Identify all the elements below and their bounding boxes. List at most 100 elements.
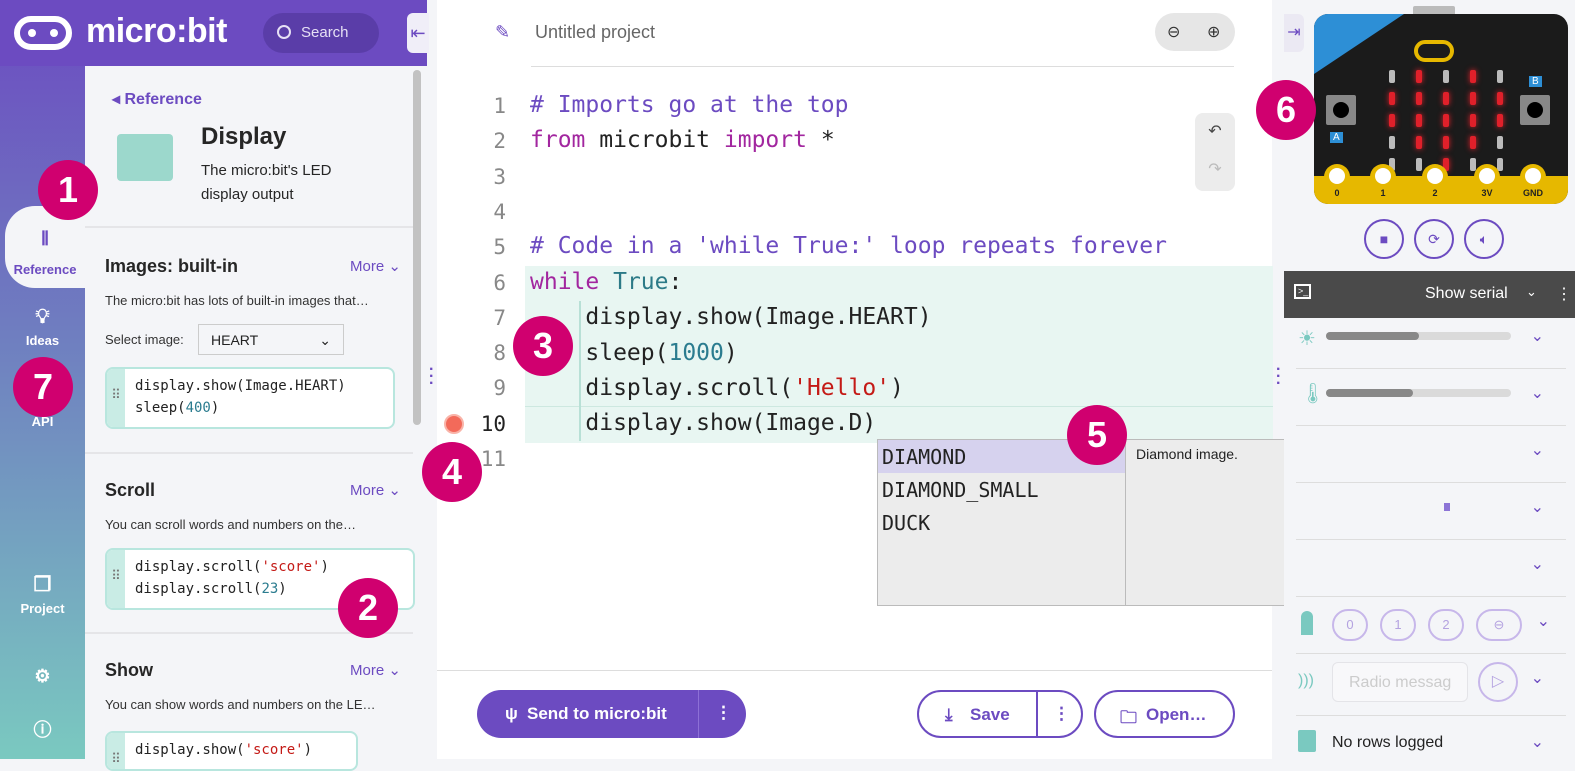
chevron-down-icon[interactable]: ⌄ — [1530, 556, 1544, 573]
chevron-down-icon[interactable]: ⌄ — [1530, 734, 1544, 751]
line-number[interactable]: 8 — [493, 341, 506, 366]
rail-item-project[interactable]: ❐ Project — [0, 572, 85, 616]
code-line[interactable]: display.scroll('Hello') — [530, 375, 904, 401]
line-number[interactable]: 5 — [493, 235, 506, 260]
more-options-icon[interactable]: ⋮ — [1053, 704, 1070, 723]
panel-resize-handle[interactable]: · · · — [429, 361, 435, 392]
rail-item-api[interactable]: API — [0, 414, 85, 429]
project-title[interactable]: Untitled project — [535, 22, 656, 42]
rail-item-ideas[interactable]: 💡︎ Ideas — [0, 306, 85, 348]
more-options-icon[interactable]: ⋮ — [715, 703, 732, 722]
code-line[interactable]: from microbit import * — [530, 127, 835, 153]
callout-badge: 5 — [1067, 405, 1127, 465]
logo-touch-button[interactable]: ⊖ — [1476, 609, 1522, 641]
line-number[interactable]: 11 — [480, 447, 506, 471]
chevron-down-icon[interactable]: ⌄ — [1530, 499, 1544, 516]
led — [1389, 114, 1395, 127]
back-link[interactable]: ◂ Reference — [112, 91, 202, 108]
simulator-resize-handle[interactable]: · · · — [1276, 361, 1282, 392]
autocomplete-item[interactable]: DUCK — [882, 511, 931, 535]
code-line[interactable]: # Code in a 'while True:' loop repeats f… — [530, 233, 1167, 259]
divider — [85, 452, 413, 454]
save-button[interactable]: ⤓ Save ⋮ — [917, 690, 1083, 738]
code-line[interactable]: display.show(Image.HEART) — [530, 304, 932, 330]
send-radio-button[interactable]: ▷ — [1478, 662, 1518, 702]
zoom-in-icon[interactable]: ⊕ — [1207, 24, 1221, 41]
more-options-icon[interactable]: ⋮ — [1556, 286, 1572, 303]
download-icon: ⤓ — [945, 705, 953, 724]
button-b-label: B — [1529, 76, 1542, 87]
pin-0[interactable]: 0 — [1324, 164, 1350, 202]
line-number[interactable]: 3 — [493, 164, 506, 189]
panel-scrollbar[interactable] — [413, 70, 421, 425]
autocomplete-item[interactable]: DIAMOND — [882, 445, 967, 469]
stop-button[interactable]: ■ — [1364, 219, 1404, 259]
breakpoint-icon[interactable] — [444, 414, 464, 434]
zoom-out-icon[interactable]: ⊖ — [1167, 24, 1181, 41]
divider — [525, 406, 1273, 407]
pin-0-button[interactable]: 0 — [1332, 609, 1368, 641]
pin-3V[interactable]: 3V — [1474, 164, 1500, 202]
code-line[interactable]: sleep(1000) — [530, 340, 738, 366]
thermometer-icon: 🌡︎ — [1300, 383, 1326, 405]
code-line: display.show(Image.HEART) — [135, 378, 346, 394]
more-button[interactable]: More ⌄ — [350, 482, 401, 499]
collapse-sidebar-button[interactable]: ⇤ — [407, 13, 429, 53]
chevron-down-icon[interactable]: ⌄ — [1536, 613, 1550, 630]
undo-icon[interactable]: ↶ — [1208, 123, 1222, 140]
light-slider[interactable] — [1326, 332, 1511, 340]
redo-icon[interactable]: ↷ — [1208, 161, 1222, 178]
divider — [1125, 439, 1126, 606]
radio-message-input[interactable]: Radio messag — [1332, 662, 1468, 702]
line-number[interactable]: 4 — [493, 199, 506, 224]
rail-label: Project — [20, 601, 65, 616]
autocomplete-item[interactable]: DIAMOND_SMALL — [882, 478, 1039, 502]
reset-button[interactable]: ⟳ — [1414, 219, 1454, 259]
chevron-down-icon: ⌄ — [319, 332, 331, 348]
rail-label: Ideas — [25, 333, 60, 348]
chevron-down-icon[interactable]: ⌄ — [1530, 385, 1544, 402]
chevron-down-icon[interactable]: ⌄ — [1530, 670, 1544, 687]
logo-touch-icon[interactable] — [1414, 40, 1454, 62]
pin-1-button[interactable]: 1 — [1380, 609, 1416, 641]
line-number[interactable]: 9 — [493, 376, 506, 401]
mute-button[interactable]: 🔈︎ — [1464, 219, 1504, 259]
code-line[interactable]: display.show(Image.D) — [530, 410, 877, 436]
send-to-microbit-button[interactable]: ψ Send to micro:bit ⋮ — [477, 690, 746, 738]
button-a-label: A — [1330, 132, 1343, 143]
line-number[interactable]: 7 — [493, 305, 506, 330]
more-button[interactable]: More ⌄ — [350, 258, 401, 275]
led — [1416, 70, 1422, 83]
button-b[interactable] — [1520, 95, 1550, 125]
chevron-down-icon[interactable]: ⌄ — [1530, 442, 1544, 459]
touch-icon — [1301, 611, 1313, 635]
code-line[interactable]: # Imports go at the top — [530, 92, 849, 118]
more-button[interactable]: More ⌄ — [350, 662, 401, 679]
help-icon[interactable]: ⓘ — [33, 720, 52, 740]
temperature-slider[interactable] — [1326, 389, 1511, 397]
code-line[interactable]: while True: — [530, 269, 683, 295]
line-number[interactable]: 10 — [480, 411, 506, 436]
collapse-simulator-button[interactable]: ⇥ — [1284, 14, 1304, 52]
chevron-down-icon[interactable]: ⌄ — [1530, 328, 1544, 345]
button-a[interactable] — [1326, 95, 1356, 125]
pin-GND[interactable]: GND — [1520, 164, 1546, 202]
led — [1470, 92, 1476, 105]
open-button[interactable]: 🗀︎ Open… — [1094, 690, 1235, 738]
search-button[interactable]: Search — [263, 13, 379, 53]
pin-2[interactable]: 2 — [1422, 164, 1448, 202]
code-snippet[interactable]: display.show(Image.HEART) sleep(400) — [105, 367, 395, 429]
line-number[interactable]: 1 — [493, 94, 506, 118]
line-number[interactable]: 6 — [493, 270, 506, 295]
gear-icon[interactable]: ⚙ — [34, 666, 51, 686]
edit-title-icon[interactable]: ✎ — [495, 22, 511, 42]
image-select[interactable]: HEART ⌄ — [198, 324, 344, 355]
more-label: More — [350, 482, 385, 499]
code-snippet[interactable]: display.show('score') — [105, 731, 358, 771]
pin-1[interactable]: 1 — [1370, 164, 1396, 202]
display-heart-icon — [117, 134, 173, 181]
line-number[interactable]: 2 — [493, 129, 506, 154]
pin-2-button[interactable]: 2 — [1428, 609, 1464, 641]
led — [1497, 92, 1503, 105]
serial-bar[interactable]: >_ Show serial ⌄ ⋮ — [1284, 271, 1575, 318]
